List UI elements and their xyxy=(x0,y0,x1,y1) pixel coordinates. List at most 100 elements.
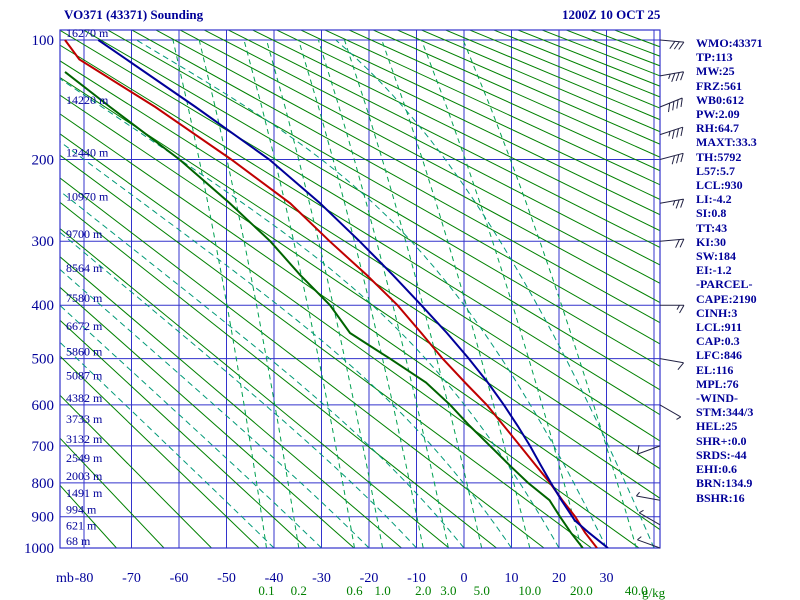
index-line: EI:-1.2 xyxy=(696,263,732,278)
mixratio-tick-label: 3.0 xyxy=(440,583,456,598)
index-line: MW:25 xyxy=(696,64,735,79)
index-line: BSHR:16 xyxy=(696,490,745,505)
height-label: 68 m xyxy=(66,534,91,548)
mixratio-tick-label: 2.0 xyxy=(415,583,431,598)
height-label: 5087 m xyxy=(66,369,103,383)
index-line: SRDS:-44 xyxy=(696,447,747,462)
pressure-tick-label: 400 xyxy=(32,298,55,314)
index-line: SHR+:0.0 xyxy=(696,433,747,448)
height-label: 8564 m xyxy=(66,261,103,275)
index-line: RH:64.7 xyxy=(696,121,739,136)
pressure-tick-label: 300 xyxy=(32,234,55,250)
temp-tick-label: -10 xyxy=(407,571,426,586)
index-line: WB0:612 xyxy=(696,92,744,107)
index-line: TT:43 xyxy=(696,220,728,235)
mixratio-tick-label: 20.0 xyxy=(570,583,593,598)
index-line: L57:5.7 xyxy=(696,163,735,178)
height-label: 2549 m xyxy=(66,451,103,465)
wind-barb xyxy=(638,509,661,526)
index-line: MPL:76 xyxy=(696,376,739,391)
mixratio-tick-label: 0.1 xyxy=(258,583,274,598)
pressure-tick-label: 500 xyxy=(32,352,55,368)
pressure-tick-label: 700 xyxy=(32,439,55,455)
temp-tick-label: 0 xyxy=(461,571,468,586)
temp-tick-label: -50 xyxy=(217,571,236,586)
index-line: KI:30 xyxy=(696,234,726,249)
height-label: 14220 m xyxy=(66,93,109,107)
moist-adiabats xyxy=(60,39,655,548)
wind-barb xyxy=(659,39,685,50)
plot-border xyxy=(59,29,661,549)
index-line: EL:116 xyxy=(696,362,734,377)
pressure-tick-label: 800 xyxy=(32,476,55,492)
index-line: CAPE:2190 xyxy=(696,291,757,306)
dewpoint-curve xyxy=(64,71,584,548)
wind-barb xyxy=(659,152,684,165)
index-line: CAP:0.3 xyxy=(696,334,740,349)
index-line: FRZ:561 xyxy=(696,78,742,93)
index-line: LFC:846 xyxy=(696,348,742,363)
wind-barb xyxy=(659,71,685,82)
wind-barb xyxy=(659,126,684,139)
pressure-tick-label: 600 xyxy=(32,398,55,414)
wind-barb xyxy=(637,536,661,549)
height-label: 16270 m xyxy=(66,26,109,40)
index-line: SI:0.8 xyxy=(696,206,727,221)
chart-title: VO371 (43371) Sounding xyxy=(64,7,204,22)
height-label: 10970 m xyxy=(66,189,109,203)
mixratio-tick-label: 10.0 xyxy=(518,583,541,598)
index-line: SW:184 xyxy=(696,249,737,264)
index-line: STM:344/3 xyxy=(696,405,754,420)
height-label: 6672 m xyxy=(66,319,103,333)
temp-tick-label: -70 xyxy=(122,571,141,586)
index-line: WMO:43371 xyxy=(696,36,763,50)
temp-tick-label: 10 xyxy=(505,571,519,586)
index-line: LCL:930 xyxy=(696,178,743,193)
mixratio-tick-label: 1.0 xyxy=(374,583,390,598)
wind-barb xyxy=(659,97,683,113)
index-line: LI:-4.2 xyxy=(696,192,732,207)
index-line: PW:2.09 xyxy=(696,107,740,122)
mixratio-tick-label: 40.0 xyxy=(625,583,648,598)
temp-tick-label: -80 xyxy=(75,571,94,586)
height-label: 5860 m xyxy=(66,345,103,359)
temp-tick-label: -40 xyxy=(265,571,284,586)
height-label: 3132 m xyxy=(66,432,103,446)
height-label: 621 m xyxy=(66,519,97,533)
wind-barb xyxy=(659,238,685,248)
pressure-tick-label: 100 xyxy=(32,33,55,49)
height-label: 4382 m xyxy=(66,391,103,405)
pressure-tick-label: 200 xyxy=(32,153,55,169)
height-label: 994 m xyxy=(66,503,97,517)
height-label: 9700 m xyxy=(66,227,103,241)
height-label: 7580 m xyxy=(66,291,103,305)
height-label: 2003 m xyxy=(66,469,103,483)
dry-adiabats xyxy=(60,30,660,548)
pressure-tick-label: 1000 xyxy=(24,541,54,557)
mixing-ratio-lines xyxy=(172,39,637,548)
index-line: TP:113 xyxy=(696,50,733,65)
index-line: HEL:25 xyxy=(696,419,738,434)
wind-barb xyxy=(636,445,661,455)
pressure-unit-label: mb xyxy=(56,571,74,586)
temp-tick-label: -30 xyxy=(312,571,331,586)
chart-datetime: 1200Z 10 OCT 25 xyxy=(562,7,661,22)
wind-barb xyxy=(659,404,682,420)
indices-panel: WMO:43371 TP:113 MW:25 FRZ:561 WB0:612 PW:2.0… xyxy=(696,36,763,505)
height-label: 3733 m xyxy=(66,412,103,426)
temp-tick-label: 20 xyxy=(552,571,566,586)
index-line: EHI:0.6 xyxy=(696,462,738,477)
parcel-curve xyxy=(97,39,609,548)
index-line: CINH:3 xyxy=(696,305,738,320)
height-label: 1491 m xyxy=(66,486,103,500)
mixratio-tick-label: 0.6 xyxy=(346,583,363,598)
mixratio-tick-label: 5.0 xyxy=(474,583,490,598)
index-line: BRN:134.9 xyxy=(696,476,753,491)
index-line: LCL:911 xyxy=(696,320,743,335)
mixratio-unit-label: g/kg xyxy=(642,585,666,600)
index-line: -PARCEL- xyxy=(696,277,753,292)
temp-tick-label: 30 xyxy=(600,571,614,586)
wind-barb xyxy=(659,358,684,371)
